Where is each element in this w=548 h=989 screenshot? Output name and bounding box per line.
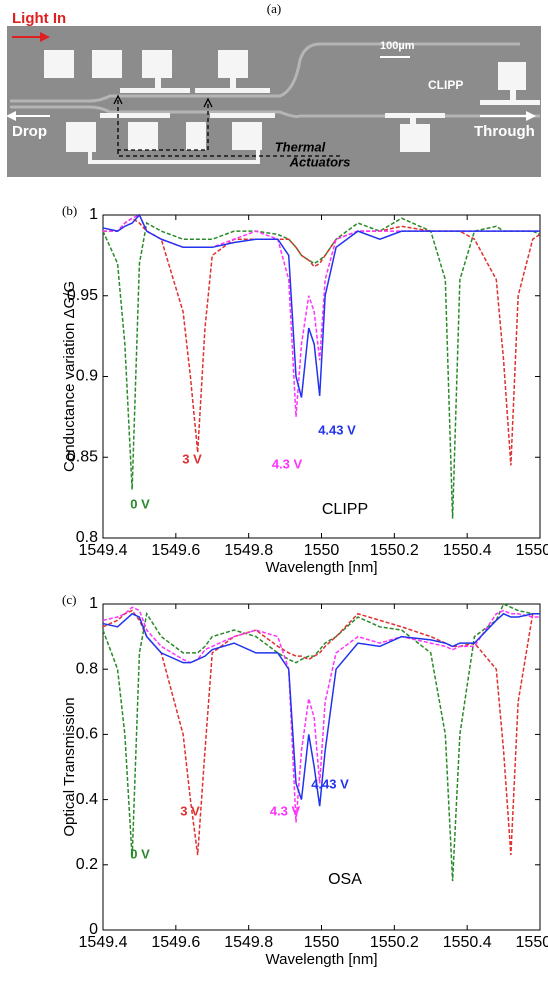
series-line — [103, 217, 541, 466]
series-label: 0 V — [130, 846, 150, 861]
y-tick-label: 0.6 — [76, 726, 98, 743]
y-tick-label: 0.85 — [67, 448, 98, 465]
light-in-label: Light In — [12, 10, 66, 27]
series-label: 4.43 V — [318, 422, 356, 437]
series-label: 4.3 V — [270, 803, 301, 818]
x-tick-label: 1550 — [304, 542, 340, 559]
x-tick-label: 1549.8 — [224, 542, 273, 559]
annotation: OSA — [328, 871, 362, 888]
annotation: CLIPP — [322, 501, 368, 518]
x-tick-label: 1550.2 — [370, 934, 419, 951]
y-tick-label: 0 — [89, 921, 98, 938]
x-tick-label: 1549.8 — [224, 934, 273, 951]
panel-label: (c) — [62, 592, 76, 607]
series-label: 3 V — [182, 451, 202, 466]
y-tick-label: 0.9 — [76, 368, 98, 385]
y-tick-label: 0.4 — [76, 791, 98, 808]
series-line — [102, 603, 540, 882]
y-axis-label: Optical Transmission — [61, 697, 78, 836]
panel-label: (b) — [62, 203, 77, 218]
scale-bar-label: 100µm — [380, 40, 415, 52]
x-tick-label: 1549.6 — [151, 934, 200, 951]
x-tick-label: 1550 — [304, 934, 340, 951]
y-tick-label: 0.95 — [67, 287, 98, 304]
x-tick-label: 1550.4 — [443, 542, 492, 559]
y-tick-label: 0.2 — [76, 856, 98, 873]
series-label: 4.3 V — [272, 456, 303, 471]
drop-label: Drop — [12, 123, 47, 140]
series-label: 0 V — [130, 496, 150, 511]
x-tick-label: 1549.4 — [79, 542, 128, 559]
plot-frame — [102, 603, 541, 931]
x-tick-label: 1550.6 — [516, 542, 548, 559]
series-line — [102, 213, 540, 398]
x-tick-label: 1550.2 — [370, 542, 419, 559]
y-tick-label: 0.8 — [76, 529, 98, 546]
y-tick-label: 1 — [89, 595, 98, 612]
series-label: 3 V — [180, 803, 200, 818]
x-axis-label: Wavelength [nm] — [266, 951, 378, 968]
series-line — [103, 214, 540, 417]
y-tick-label: 0.8 — [76, 660, 98, 677]
micrograph — [6, 26, 541, 177]
y-axis-label: Conductance variation ΔG/G — [61, 281, 78, 472]
y-tick-label: 1 — [89, 206, 98, 223]
panel-label: (a) — [267, 1, 281, 16]
thermal-label: Actuators — [289, 154, 351, 169]
x-axis-label: Wavelength [nm] — [266, 559, 378, 576]
clipp-label: CLIPP — [428, 78, 463, 92]
plot-frame — [102, 214, 541, 539]
thermal-label: Thermal — [275, 139, 326, 154]
x-tick-label: 1550.6 — [516, 934, 548, 951]
series-label: 4.43 V — [311, 776, 349, 791]
x-tick-label: 1550.4 — [443, 934, 492, 951]
x-tick-label: 1549.6 — [151, 542, 200, 559]
through-label: Through — [474, 123, 535, 140]
x-tick-label: 1549.4 — [79, 934, 128, 951]
series-line — [102, 612, 540, 807]
